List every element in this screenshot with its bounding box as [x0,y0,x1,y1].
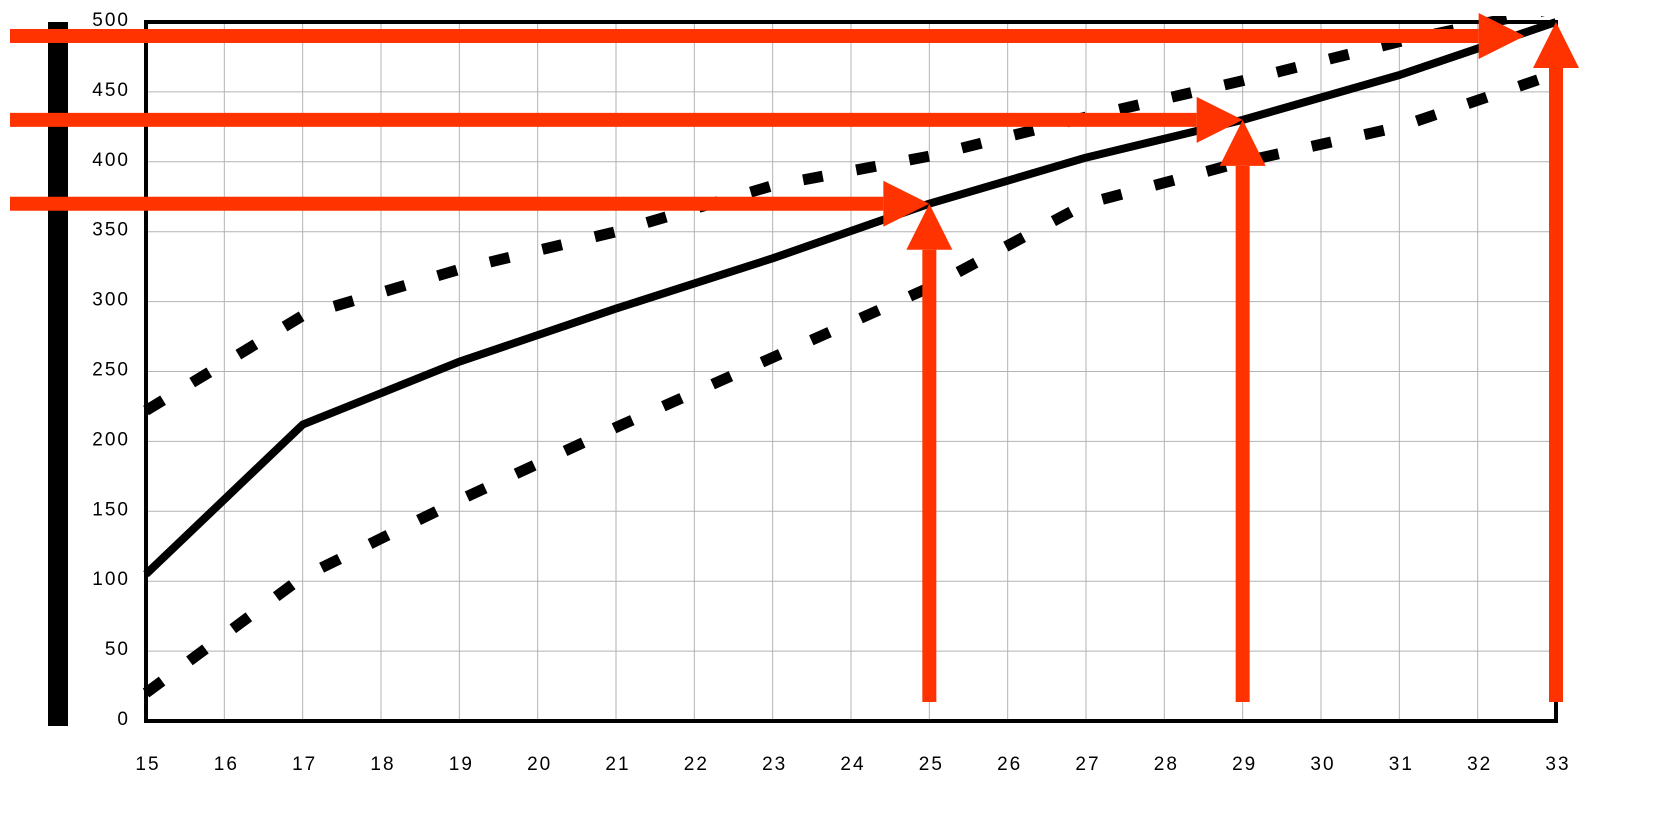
annotation-arrow-horizontal [10,12,1525,59]
x-tick-label: 16 [214,754,239,775]
series-line-solid [143,18,1558,578]
y-tick-label: 100 [92,569,130,590]
y-tick-label: 0 [117,709,130,730]
x-tick-labels: 15 16 17 18 19 20 21 22 23 24 25 26 27 28 29 30 31 32 33 [135,754,1570,775]
series-line-dashed-2 [142,68,1558,698]
y-tick-label: 200 [92,429,130,450]
x-tick-label: 23 [762,754,787,775]
series-group [142,16,1558,698]
x-tick-label: 29 [1232,754,1257,775]
x-tick-label: 25 [919,754,944,775]
y-tick-label: 500 [92,10,130,31]
y-tick-labels: 0 50 100 150 200 250 300 350 400 450 500 [92,10,130,730]
x-tick-label: 31 [1389,754,1414,775]
x-tick-label: 33 [1545,754,1570,775]
y-tick-label: 250 [92,360,130,381]
y-tick-label: 350 [92,220,130,241]
annotation-arrow-horizontal [10,180,930,227]
annotation-arrow-vertical [1219,119,1266,703]
left-thick-bar [48,22,68,726]
annotation-arrow-vertical [906,203,953,703]
y-tick-label: 150 [92,499,130,520]
x-tick-label: 30 [1310,754,1335,775]
x-tick-label: 28 [1154,754,1179,775]
x-tick-label: 22 [684,754,709,775]
y-tick-label: 300 [92,290,130,311]
x-tick-label: 20 [527,754,552,775]
annotation-arrow-horizontal [10,96,1243,143]
x-tick-label: 18 [370,754,395,775]
y-tick-label: 400 [92,150,130,171]
x-tick-label: 24 [840,754,865,775]
x-tick-label: 26 [997,754,1022,775]
x-tick-label: 17 [292,754,317,775]
y-tick-label: 450 [92,80,130,101]
x-tick-label: 15 [135,754,160,775]
x-tick-label: 27 [1075,754,1100,775]
x-tick-label: 19 [449,754,474,775]
y-tick-label: 50 [105,639,130,660]
x-tick-label: 32 [1467,754,1492,775]
x-tick-label: 21 [605,754,630,775]
annotation-arrows [10,12,1579,703]
annotation-arrow-vertical [1533,22,1579,702]
